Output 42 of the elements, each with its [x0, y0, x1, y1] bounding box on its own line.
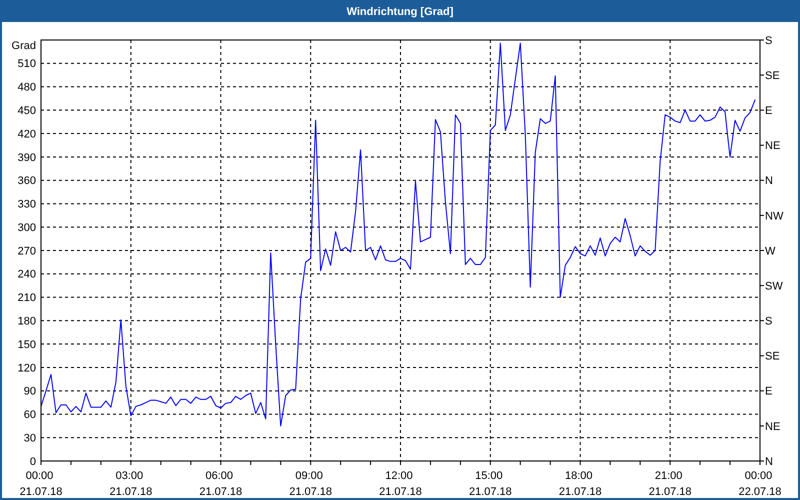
y-tick-label: 180 — [18, 316, 36, 328]
y-tick-label: 450 — [18, 105, 36, 118]
y-tick-label: 270 — [18, 245, 36, 258]
category-label: S — [765, 316, 772, 328]
x-tick-label: 03:00 21.07.18 — [109, 470, 152, 498]
category-label: SW — [765, 280, 783, 292]
x-tick-label: 00:00 21.07.18 — [20, 470, 62, 498]
y-axis-title: Grad — [12, 40, 36, 52]
y-tick-label: 30 — [24, 432, 36, 444]
category-label: NW — [765, 210, 784, 222]
category-label: NE — [765, 420, 780, 433]
x-tick-label: 18:00 21.07.18 — [558, 470, 602, 498]
y-tick-label: 510 — [18, 58, 36, 70]
category-label: N — [765, 175, 773, 188]
y-tick-label: 90 — [24, 386, 36, 398]
category-label: S — [765, 34, 772, 47]
y-tick-label: 150 — [18, 338, 36, 351]
x-tick-label: 21:00 21.07.18 — [648, 470, 692, 498]
category-label: E — [765, 386, 772, 398]
category-label: W — [765, 245, 776, 258]
y-tick-label: 60 — [24, 409, 36, 422]
x-tick-label: 00:00 22.07.18 — [738, 470, 782, 498]
y-tick-label: 390 — [18, 152, 36, 164]
y-tick-label: 420 — [18, 128, 36, 140]
chart-title: Windrichtung [Grad] — [346, 6, 454, 18]
x-tick-label: 09:00 21.07.18 — [289, 470, 332, 498]
y-tick-label: 360 — [18, 175, 36, 188]
category-label: SE — [765, 70, 780, 82]
y-tick-label: 120 — [18, 362, 36, 374]
y-tick-label: 0 — [30, 456, 36, 468]
y-tick-label: 210 — [18, 292, 36, 304]
x-tick-label: 12:00 21.07.18 — [379, 470, 422, 498]
y-tick-label: 480 — [18, 82, 36, 94]
category-label: E — [765, 105, 772, 118]
y-tick-label: 240 — [18, 268, 36, 281]
y-tick-label: 300 — [18, 222, 36, 234]
y-tick-label: 330 — [18, 198, 36, 211]
x-tick-label: 06:00 21.07.18 — [199, 470, 242, 498]
x-tick-label: 15:00 21.07.18 — [468, 470, 512, 498]
category-label: N — [765, 456, 773, 468]
category-label: NE — [765, 140, 780, 152]
category-label: SE — [765, 350, 780, 363]
